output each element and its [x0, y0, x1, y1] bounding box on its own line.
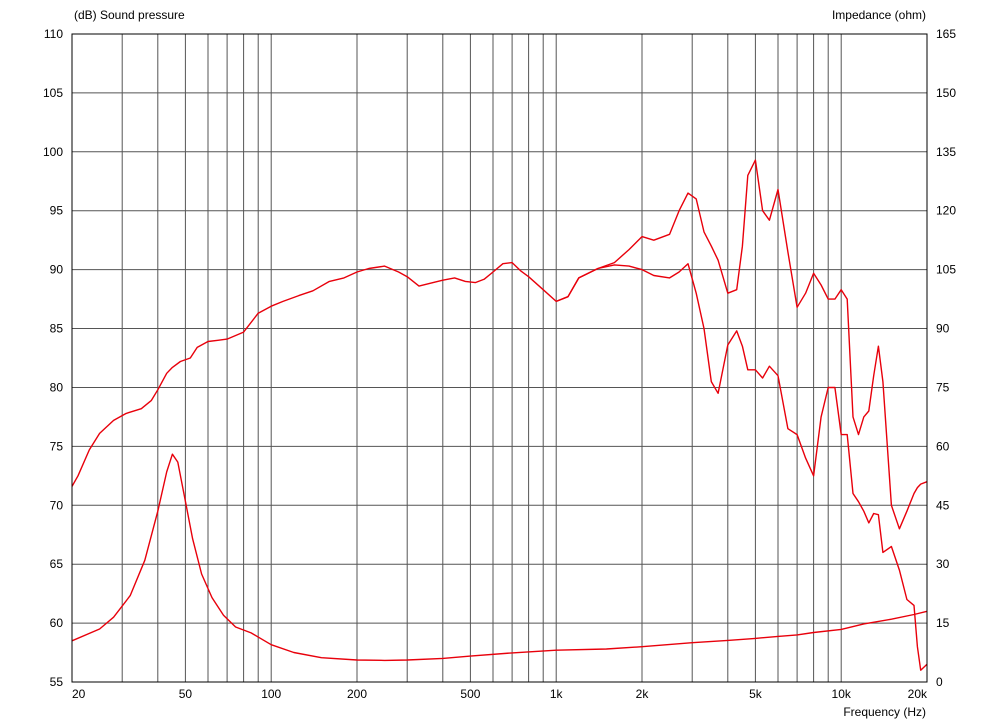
y2-tick-label: 0 — [936, 675, 943, 689]
y-tick-label: 90 — [50, 263, 64, 277]
y2-tick-label: 45 — [936, 498, 950, 512]
y-tick-label: 105 — [43, 86, 63, 100]
y-tick-label: 55 — [50, 675, 64, 689]
x-tick-label: 5k — [749, 687, 763, 701]
series-line-2 — [555, 263, 928, 671]
series-line-3 — [71, 453, 928, 662]
y2-tick-label: 165 — [936, 27, 956, 41]
y-tick-label: 65 — [50, 557, 64, 571]
x-tick-label: 200 — [347, 687, 367, 701]
x-tick-label: 10k — [832, 687, 852, 701]
y-tick-label: 95 — [50, 204, 64, 218]
y-tick-label: 70 — [50, 498, 64, 512]
y2-tick-label: 15 — [936, 616, 950, 630]
plot-frame — [71, 33, 928, 683]
x-tick-label: 100 — [261, 687, 281, 701]
y-tick-label: 110 — [44, 27, 63, 41]
series-line-1 — [71, 159, 928, 530]
y2-tick-label: 75 — [936, 380, 950, 394]
y2-tick-label: 90 — [936, 322, 950, 336]
y2-tick-label: 120 — [936, 204, 956, 218]
y-tick-label: 60 — [50, 616, 64, 630]
x-tick-label: 500 — [460, 687, 480, 701]
x-tick-label: 20 — [72, 687, 86, 701]
grid — [72, 33, 927, 683]
x-tick-label: 20k — [908, 687, 928, 701]
y-tick-label: 75 — [50, 439, 64, 453]
x-tick-label: 1k — [550, 687, 564, 701]
y2-tick-label: 135 — [936, 145, 956, 159]
y-tick-label: 85 — [50, 322, 64, 336]
series-lines — [71, 159, 928, 671]
y2-tick-label: 105 — [936, 263, 956, 277]
tick-labels: 55 60 65 70 75 80 85 90 95 100 105 110 0 15 30 45 60 75 90… — [43, 27, 956, 701]
x-axis-title: Frequency (Hz) — [843, 705, 926, 719]
left-axis-title: (dB) Sound pressure — [74, 8, 185, 22]
right-axis-title: Impedance (ohm) — [832, 8, 926, 22]
y-tick-label: 80 — [50, 380, 64, 394]
y-tick-label: 100 — [43, 145, 63, 159]
y2-tick-label: 150 — [936, 86, 956, 100]
y2-tick-label: 30 — [936, 557, 950, 571]
x-tick-label: 50 — [179, 687, 193, 701]
y2-tick-label: 60 — [936, 439, 950, 453]
x-tick-label: 2k — [636, 687, 650, 701]
